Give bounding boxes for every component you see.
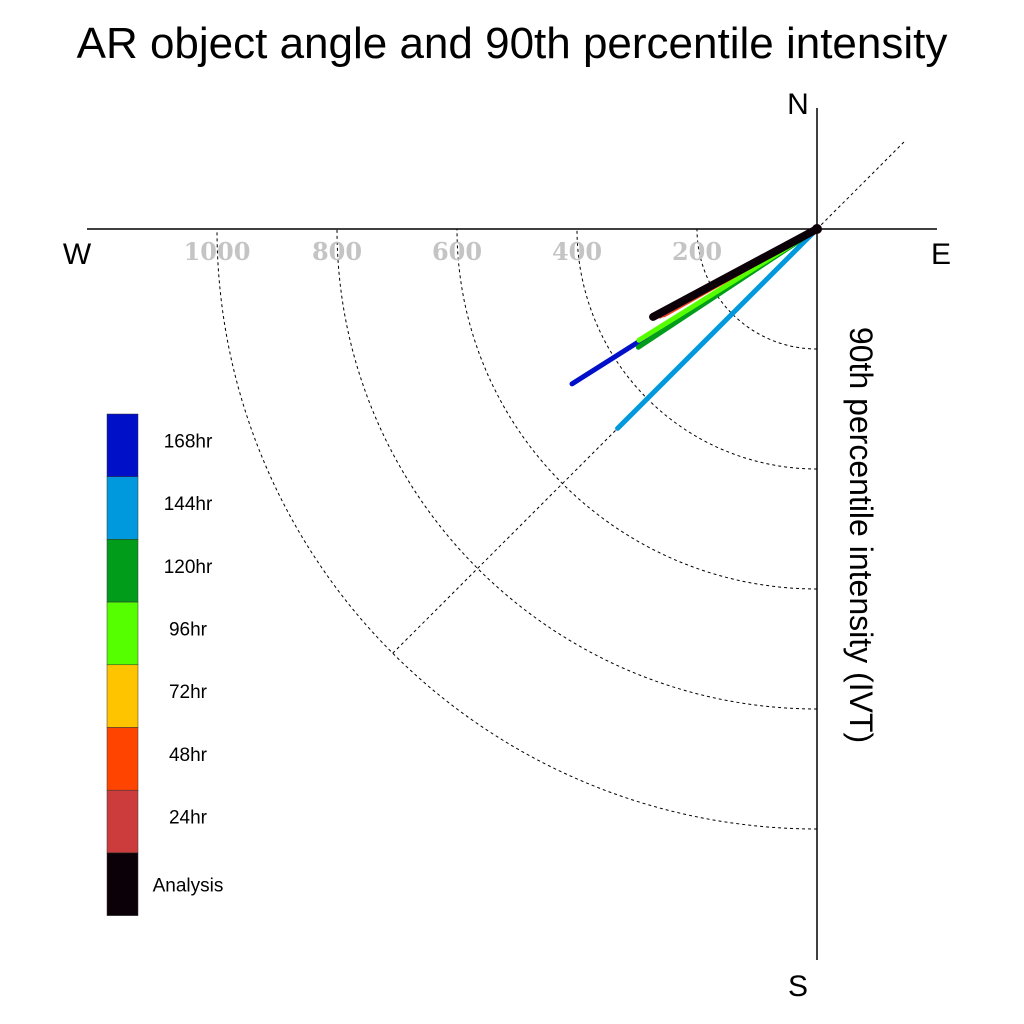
radial-axis-label: 90th percentile intensity (IVT)	[843, 327, 879, 743]
grid-ring-1000	[216, 228, 818, 830]
legend-label-analysis: Analysis	[153, 875, 224, 896]
legend-label-24hr: 24hr	[169, 808, 208, 829]
legend-label-72hr: 72hr	[169, 682, 208, 703]
chart-title: AR object angle and 90th percentile inte…	[77, 19, 948, 68]
legend-swatch-120hr	[106, 539, 139, 603]
legend-label-144hr: 144hr	[164, 494, 213, 515]
grid-ring-200	[696, 228, 818, 350]
radial-tick-label-800: 800	[312, 237, 362, 266]
legend-swatch-48hr	[106, 727, 139, 791]
radial-tick-label-1000: 1000	[184, 237, 251, 266]
radial-tick-labels: 200 400 600 800 1000	[184, 237, 722, 266]
legend-label-168hr: 168hr	[164, 431, 213, 452]
legend-label-120hr: 120hr	[164, 557, 213, 578]
legend: 168hr 144hr 120hr 96hr 72hr 48hr 24hr Analysis	[106, 413, 224, 916]
legend-swatch-96hr	[106, 601, 139, 666]
vector-analysis	[649, 225, 821, 321]
compass-south-label: S	[788, 970, 808, 1003]
series-vectors	[569, 224, 822, 431]
legend-swatch-72hr	[106, 664, 139, 728]
legend-swatch-144hr	[106, 476, 139, 540]
vector-144hr	[615, 226, 820, 431]
origin-point	[812, 224, 822, 234]
compass-west-label: W	[63, 238, 92, 271]
legend-swatch-168hr	[106, 413, 139, 477]
compass-east-label: E	[931, 238, 951, 271]
radial-tick-label-200: 200	[672, 237, 722, 266]
legend-swatch-24hr	[106, 789, 139, 854]
radial-tick-label-600: 600	[432, 237, 482, 266]
axes	[87, 108, 937, 960]
compass-north-label: N	[787, 88, 809, 121]
legend-label-96hr: 96hr	[169, 619, 208, 640]
legend-label-48hr: 48hr	[169, 745, 208, 766]
legend-swatch-analysis	[106, 852, 139, 916]
radial-tick-label-400: 400	[552, 237, 602, 266]
